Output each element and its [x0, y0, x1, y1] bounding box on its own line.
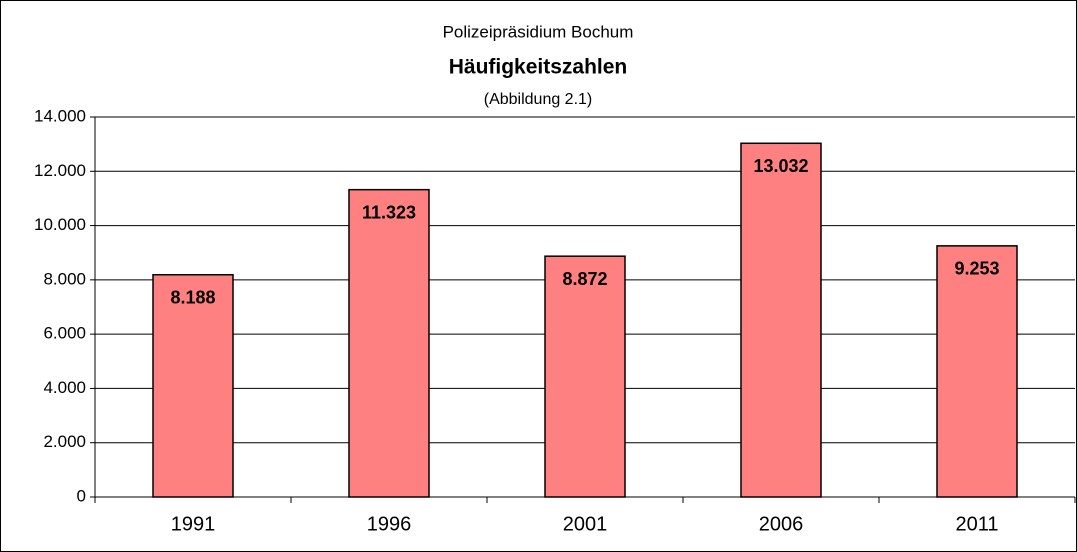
x-tick-label: 2006	[759, 513, 804, 535]
y-tick-label: 8.000	[43, 269, 86, 288]
bar	[348, 188, 430, 498]
data-label: 8.188	[170, 288, 215, 308]
x-tick-label: 1996	[367, 513, 412, 535]
y-tick-label: 10.000	[34, 215, 86, 234]
y-tick-label: 0	[77, 486, 86, 505]
chart-title: Häufigkeitszahlen	[449, 56, 628, 79]
y-tick-label: 4.000	[43, 378, 86, 397]
y-tick-label: 6.000	[43, 324, 86, 343]
chart-supertitle: Polizeipräsidium Bochum	[443, 22, 634, 41]
bar	[152, 274, 234, 498]
data-label: 8.872	[562, 269, 607, 289]
data-label: 9.253	[954, 259, 999, 279]
y-tick-label: 12.000	[34, 161, 86, 180]
y-tick-label: 14.000	[34, 106, 86, 125]
x-tick-label: 2011	[955, 513, 998, 535]
bar	[544, 255, 626, 498]
y-tick-label: 2.000	[43, 432, 86, 451]
x-tick-label: 2001	[563, 513, 608, 535]
data-label: 13.032	[753, 156, 808, 176]
bar	[740, 142, 822, 498]
bar	[936, 245, 1018, 498]
chart-subtitle: (Abbildung 2.1)	[484, 91, 593, 108]
data-label: 11.323	[362, 202, 416, 222]
x-tick-label: 1991	[171, 513, 216, 535]
